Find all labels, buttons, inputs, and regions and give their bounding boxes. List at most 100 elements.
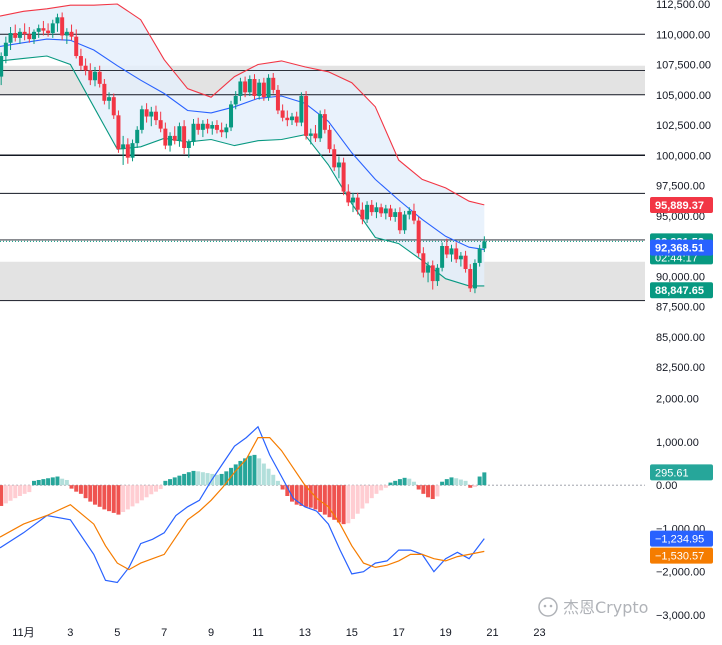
candle-body — [36, 28, 41, 32]
candle — [318, 110, 323, 142]
macd-histogram-bar — [163, 480, 168, 486]
candle — [355, 192, 360, 215]
candle-body — [22, 31, 27, 35]
candle-body — [472, 262, 477, 289]
price-badge-bg — [650, 196, 713, 213]
candle — [121, 135, 126, 165]
candle — [149, 106, 154, 127]
candle-body — [78, 56, 83, 66]
macd-histogram-bar — [252, 454, 257, 486]
macd-histogram-bar — [458, 479, 463, 486]
candle-body — [257, 82, 262, 96]
candle-body — [8, 33, 13, 43]
macd-value-badge-label: −1,234.95 — [655, 534, 704, 546]
macd-histogram-bar — [393, 480, 398, 486]
candle-body — [69, 31, 74, 37]
candle-body — [224, 127, 229, 133]
candle-body — [360, 209, 365, 220]
macd-histogram-bar — [454, 478, 459, 486]
macd-histogram-bar — [463, 480, 468, 486]
candle-body — [477, 248, 482, 263]
candle-body — [196, 123, 201, 130]
candle — [477, 244, 482, 267]
macd-axis-tick: −3,000.00 — [656, 610, 705, 622]
candle-body — [210, 125, 215, 129]
candle — [238, 77, 243, 101]
candle-body — [50, 23, 55, 34]
candle — [186, 139, 191, 158]
candle-body — [341, 162, 346, 192]
macd-value-badge: −1,530.57 — [650, 547, 713, 564]
candle — [482, 236, 487, 253]
macd-histogram-bar — [247, 455, 252, 486]
candle — [64, 28, 69, 44]
macd-histogram-bar — [397, 479, 402, 486]
candle — [214, 120, 219, 134]
macd-histogram-bar — [435, 485, 440, 497]
candle — [440, 242, 445, 272]
candle-body — [266, 77, 271, 98]
candle-body — [468, 268, 473, 289]
macd-value-badge-label: 295.61 — [655, 467, 689, 479]
candle-body — [172, 135, 177, 141]
candle — [332, 144, 337, 171]
macd-histogram-bar — [92, 485, 97, 505]
candle — [275, 85, 280, 115]
candle-body — [205, 123, 210, 129]
macd-histogram-bar — [374, 485, 379, 494]
candle-body — [444, 246, 449, 255]
candle — [247, 75, 252, 96]
macd-histogram-bar — [402, 477, 407, 486]
price-pane[interactable]: 112,500.00 110,000.00 107,500.00 105,000.00… — [0, 0, 713, 374]
candle-body — [158, 120, 163, 129]
macd-histogram-bar — [322, 485, 327, 515]
macd-histogram-bar — [336, 485, 341, 523]
candle-body — [111, 97, 116, 116]
macd-axis-tick: 2,000.00 — [656, 394, 699, 406]
candle — [3, 36, 8, 64]
macd-histogram-bar — [266, 468, 271, 486]
candle — [411, 203, 416, 225]
price-axis-tick: 110,000.00 — [656, 29, 710, 41]
candle — [468, 264, 473, 292]
macd-histogram-bar — [64, 479, 69, 486]
candle-body — [149, 111, 154, 117]
candle — [69, 24, 74, 41]
macd-histogram-bar — [472, 485, 477, 487]
candle-body — [238, 81, 243, 96]
candle-body — [388, 208, 393, 217]
macd-histogram-bar — [130, 485, 135, 507]
x-axis: 11月 3 5 7 9 11 13 15 17 19 21 23 — [12, 627, 545, 639]
macd-histogram-bar — [360, 485, 365, 509]
candle — [243, 76, 248, 98]
candle — [107, 92, 112, 110]
candle — [13, 24, 18, 42]
candle-body — [402, 214, 407, 231]
macd-histogram-bar — [177, 475, 182, 486]
macd-histogram-bar — [182, 473, 187, 486]
macd-histogram-bar — [60, 478, 65, 486]
price-axis-tick: 102,500.00 — [656, 120, 711, 132]
upper-band-line — [0, 3, 485, 206]
price-axis-tick: 97,500.00 — [656, 181, 705, 193]
macd-histogram-bar — [365, 485, 370, 504]
macd-histogram-bar — [379, 485, 384, 491]
macd-histogram-bar — [102, 485, 107, 510]
macd-histogram-bar — [416, 485, 421, 490]
moving-average-line — [0, 38, 485, 251]
macd-histogram-bar — [97, 485, 102, 507]
macd-value-badge-bg — [650, 547, 713, 564]
candle — [88, 63, 93, 86]
macd-pane[interactable]: 2,000.001,000.000.00−1,000.00−2,000.00−3… — [0, 394, 713, 622]
price-badge-label: 88,847.65 — [655, 285, 704, 297]
macd-histogram-bar — [41, 479, 46, 486]
candle — [327, 125, 332, 153]
macd-histogram-bar — [205, 473, 210, 486]
time-axis-tick: 15 — [346, 627, 358, 639]
price-axis-tick: 105,000.00 — [656, 90, 711, 102]
candle — [379, 203, 384, 217]
price-badge-bg — [650, 282, 713, 299]
macd-histogram-bar — [482, 472, 487, 486]
macd-histogram-bar — [0, 485, 4, 506]
